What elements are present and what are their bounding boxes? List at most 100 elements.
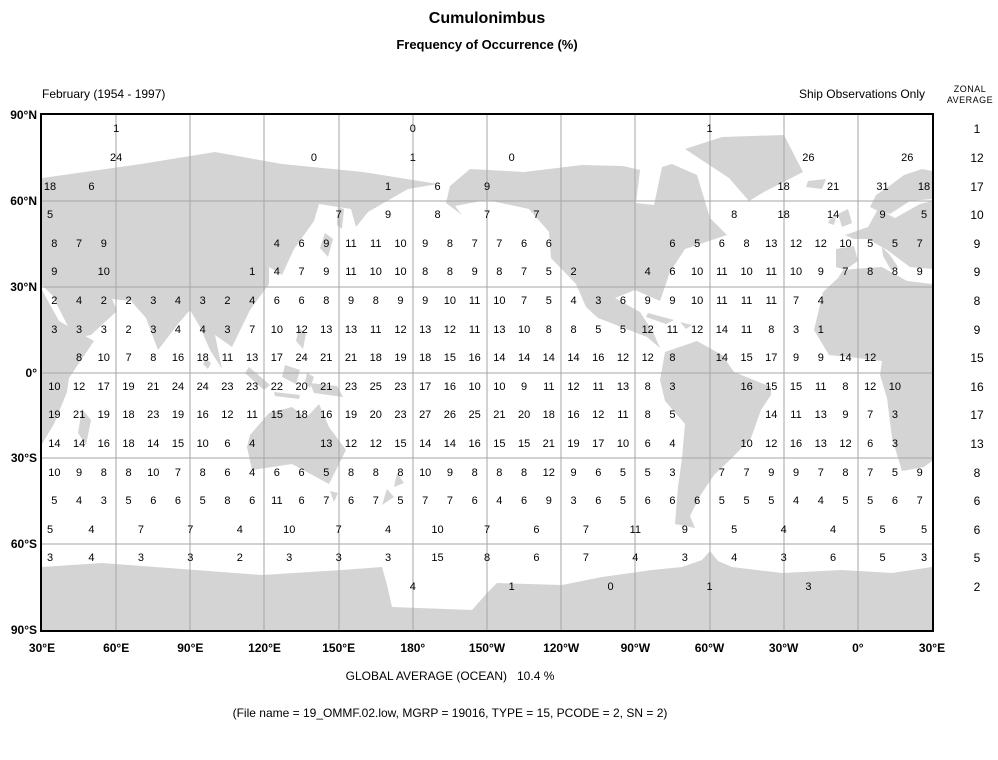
zonal-average-value: 9 [973,236,981,251]
lon-tick-label: 60°E [103,641,130,655]
grid-value: 8 [768,323,775,336]
grid-value: 14 [48,438,61,451]
grid-value: 8 [323,294,330,307]
grid-value: 1 [706,581,713,594]
grid-value: 4 [76,495,83,508]
grid-value: 17 [97,380,110,393]
grid-value: 6 [273,466,280,479]
zonal-average-value: 9 [973,265,981,280]
grid-value: 7 [422,495,429,508]
grid-value: 12 [443,323,457,336]
grid-value: 9 [879,209,886,222]
grid-value: 11 [740,323,753,336]
grid-value: 8 [483,552,491,565]
grid-value: 12 [765,438,778,451]
grid-value: 12 [221,409,234,422]
grid-value: 10 [517,323,531,336]
grid-value: 7 [335,209,342,222]
landmass-scandinavia [870,169,932,214]
grid-value: 11 [666,323,679,336]
grid-value: 7 [187,523,194,536]
grid-value: 11 [246,409,258,422]
grid-value: 3 [780,552,787,565]
grid-value: 4 [409,581,416,594]
grid-value: 13 [320,323,333,336]
grid-value: 4 [249,294,256,307]
grid-value: 8 [372,294,379,307]
grid-value: 26 [901,151,914,164]
grid-value: 15 [270,409,283,422]
grid-value: 0 [508,151,515,164]
grid-value: 12 [864,380,877,393]
grid-value: 10 [48,466,61,479]
landmass-borneo [282,365,300,384]
grid-value: 2 [51,294,58,307]
grid-value: 12 [592,409,605,422]
grid-value: 21 [72,409,86,422]
grid-value: 7 [916,237,923,250]
grid-value: 16 [196,409,209,422]
grid-value: 6 [644,438,651,451]
grid-value: 11 [716,294,728,307]
grid-value: 9 [446,466,453,479]
grid-value: 2 [100,294,107,307]
lon-tick-label: 30°W [768,641,799,655]
landmass-cuba [646,313,674,324]
grid-value: 19 [567,438,580,451]
grid-value: 9 [792,352,800,365]
lat-tick-label: 30°S [10,451,37,466]
grid-value: 8 [644,380,651,393]
grid-value: 2 [125,294,132,307]
grid-value: 5 [867,495,874,508]
grid-value: 5 [891,237,898,250]
grid-value: 9 [817,266,824,279]
grid-value: 2 [224,294,231,307]
grid-value: 8 [731,209,738,222]
grid-value: 6 [273,294,280,307]
grid-value: 4 [830,523,837,536]
grid-value: 2 [236,552,243,565]
grid-value: 17 [419,380,432,393]
grid-value: 12 [542,466,555,479]
grid-value: 21 [493,409,506,422]
grid-value: 7 [743,466,750,479]
grid-value: 0 [607,581,614,594]
zonal-average-value: 12 [970,150,984,165]
grid-value: 6 [347,495,355,508]
grid-value: 10 [270,323,283,336]
grid-value: 4 [731,552,738,565]
grid-value: 17 [270,352,283,365]
grid-value: 3 [100,323,107,336]
grid-value: 4 [273,237,280,250]
grid-value: 11 [592,380,604,393]
grid-value: 5 [46,523,54,536]
grid-value: 8 [125,466,132,479]
zonal-average-value: 9 [973,322,981,337]
grid-value: 14 [493,352,506,365]
grid-value: 8 [397,466,404,479]
grid-value: 9 [817,352,824,365]
grid-value: 7 [521,294,528,307]
landmass-africa [814,267,932,471]
grid-value: 10 [283,523,296,536]
grid-value: 11 [345,266,357,279]
grid-value: 3 [792,323,800,336]
grid-value: 6 [595,466,602,479]
grid-value: 8 [446,237,453,250]
grid-value: 8 [842,380,849,393]
grid-value: 5 [694,237,701,250]
landmass-new-zealand-north [394,473,404,487]
grid-value: 3 [385,552,392,565]
landmass-tasmania [330,491,338,502]
grid-value: 18 [43,180,57,193]
grid-value: 24 [196,380,209,393]
world-map-panel: 1 0 1 24 0 1 0 26 26 18 6 1 6 9 18 21 31 18 5 7 9 8 7 7 8 18 14 9 5 8… [40,113,934,632]
grid-value: 8 [347,466,355,479]
grid-value: 14 [715,323,728,336]
grid-value: 6 [533,552,540,565]
grid-value: 14 [715,352,728,365]
grid-value: 15 [431,552,444,565]
grid-value: 14 [542,352,555,365]
grid-value: 7 [718,466,725,479]
